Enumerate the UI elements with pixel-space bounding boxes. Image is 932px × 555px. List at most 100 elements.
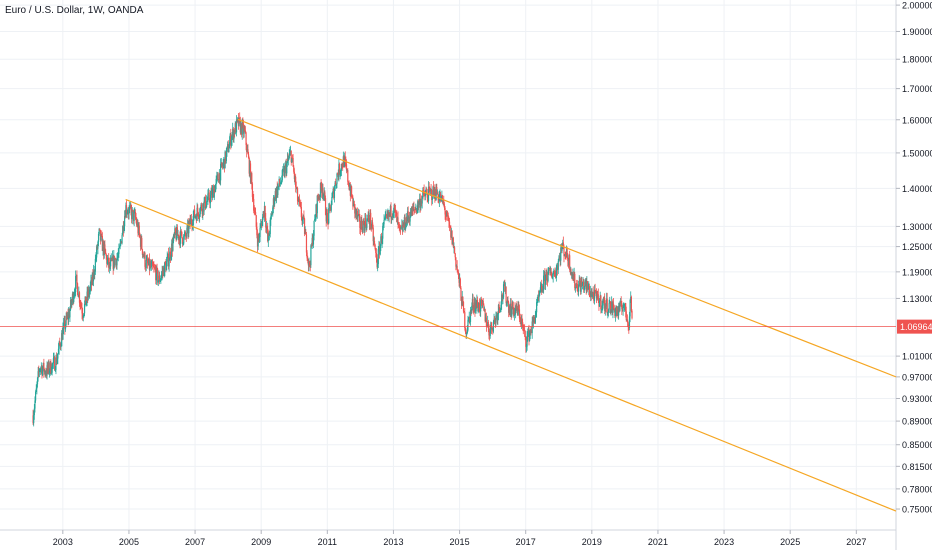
candle-body — [515, 304, 517, 310]
candle-body — [110, 259, 112, 267]
candle-body — [273, 198, 275, 205]
candle-body — [94, 258, 96, 272]
candle-body — [622, 306, 624, 312]
candle-body — [438, 199, 440, 202]
candle-body — [227, 144, 229, 147]
candle-body — [600, 295, 602, 310]
candle-body — [144, 252, 146, 267]
candle-body — [490, 322, 492, 329]
candle-body — [354, 204, 356, 214]
candle-body — [527, 333, 529, 336]
candle-body — [55, 357, 58, 364]
candle-body — [41, 366, 43, 376]
candle-body — [434, 188, 436, 198]
candle-body — [172, 241, 174, 251]
candle-body — [399, 225, 401, 228]
candle-body — [284, 164, 287, 167]
candle-body — [43, 362, 45, 373]
candle-body — [452, 237, 454, 248]
candle-body — [131, 210, 133, 220]
candle-body — [378, 246, 380, 250]
candle-body — [256, 226, 258, 236]
candle-body — [482, 300, 484, 305]
candle-body — [560, 247, 562, 261]
candle-body — [129, 205, 131, 207]
candle-body — [599, 295, 601, 301]
candle-body — [623, 306, 625, 308]
grid-lines — [0, 0, 896, 530]
candle-body — [54, 357, 56, 371]
candle-body — [54, 369, 56, 371]
candle-body — [526, 335, 528, 347]
candle-body — [299, 202, 301, 205]
candle-body — [625, 302, 627, 312]
candle-body — [185, 236, 187, 237]
candle-body — [409, 216, 411, 222]
candle-body — [88, 289, 90, 295]
candle-body — [475, 302, 477, 308]
candle-body — [512, 301, 514, 310]
candle-body — [247, 149, 249, 155]
candle-body — [457, 270, 459, 272]
candle-body — [516, 309, 519, 315]
candle-body — [296, 187, 299, 202]
candle-body — [484, 308, 486, 322]
candle-body — [610, 310, 612, 314]
candle-body — [441, 195, 443, 197]
candle-body — [173, 234, 175, 236]
candle-body — [398, 222, 400, 224]
candle-body — [189, 219, 191, 225]
candle-body — [151, 261, 154, 266]
candle-body — [76, 274, 78, 284]
candle-body — [35, 388, 37, 392]
candle-body — [537, 295, 540, 298]
candle-body — [473, 307, 475, 310]
candle-body — [367, 214, 369, 220]
candle-body — [569, 255, 571, 270]
candle-body — [248, 154, 250, 158]
candle-body — [285, 164, 287, 174]
candle-body — [81, 307, 83, 314]
candle-body — [523, 330, 526, 331]
candle-body — [590, 290, 592, 297]
candle-body — [384, 218, 386, 220]
candle-body — [145, 260, 147, 269]
candle-body — [472, 299, 474, 308]
candle-body — [278, 179, 280, 186]
candle-body — [471, 299, 474, 306]
candle-body — [572, 274, 574, 276]
candle-body — [454, 247, 456, 254]
candle-body — [574, 273, 576, 289]
candle-body — [557, 261, 559, 270]
candle-body — [352, 201, 355, 207]
candle-body — [40, 366, 42, 369]
candle-body — [448, 221, 451, 227]
candle-body — [40, 368, 42, 370]
candle-body — [501, 294, 503, 305]
candle-body — [99, 228, 101, 231]
candle-body — [553, 271, 556, 273]
candle-body — [244, 128, 246, 131]
candle-body — [248, 157, 250, 174]
candle-body — [429, 189, 431, 192]
candle-body — [537, 295, 539, 303]
candle-body — [534, 315, 536, 323]
candle-body — [373, 240, 375, 242]
candle-body — [237, 117, 239, 120]
candle-body — [607, 312, 609, 314]
candle-body — [290, 150, 292, 163]
candle-body — [624, 302, 626, 306]
candle-body — [604, 303, 606, 311]
candle-body — [504, 284, 506, 292]
candle-body — [566, 247, 568, 258]
candle-body — [156, 267, 158, 270]
candle-body — [351, 197, 353, 198]
candle-body — [525, 346, 528, 348]
candle-body — [316, 195, 318, 214]
candle-body — [397, 217, 399, 223]
candle-body — [223, 159, 226, 169]
candle-body — [167, 253, 170, 267]
candle-body — [572, 274, 575, 281]
